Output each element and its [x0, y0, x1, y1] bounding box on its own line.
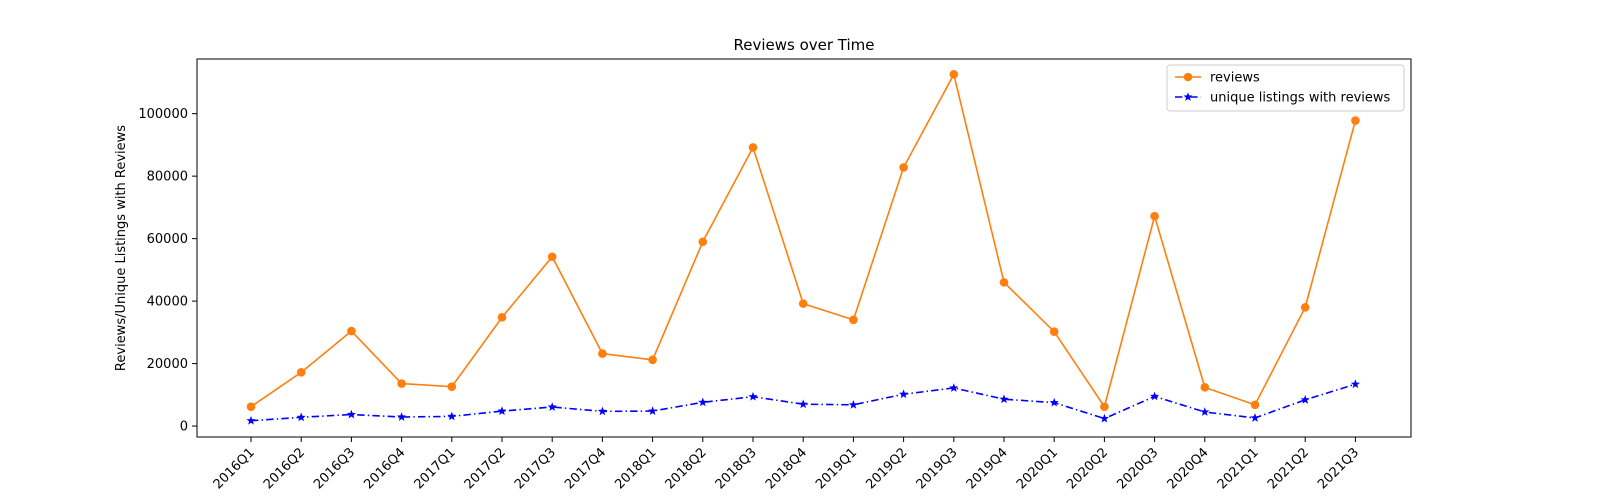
data-point [1250, 413, 1260, 422]
x-tick-label: 2016Q1 [211, 445, 258, 492]
data-point [798, 299, 808, 308]
data-point [1150, 211, 1159, 221]
data-point [848, 400, 858, 409]
x-tick-label: 2016Q3 [311, 445, 358, 492]
data-point [346, 409, 356, 419]
data-point [1100, 402, 1109, 411]
data-point [949, 383, 959, 392]
data-point [698, 237, 708, 247]
data-point [648, 355, 657, 365]
legend-label: reviews [1210, 71, 1260, 86]
data-point [698, 397, 708, 407]
series-line [250, 72, 1357, 409]
legend-marker [1183, 92, 1193, 101]
y-tick-label: 20000 [147, 357, 188, 372]
x-axis: 2016Q1 2016Q2 2016Q3 2016Q4 2017Q1 2017Q2 2017… [211, 437, 1362, 492]
y-tick-label: 60000 [147, 232, 188, 247]
y-tick-label: 80000 [147, 170, 188, 185]
data-point [397, 412, 407, 421]
data-point [1150, 391, 1160, 401]
data-point [999, 394, 1009, 404]
data-point [748, 391, 758, 401]
series-line [250, 383, 1356, 422]
x-tick-label: 2018Q2 [663, 445, 710, 492]
data-point [447, 411, 457, 421]
data-point [949, 70, 959, 79]
data-point [1099, 413, 1109, 423]
series-1 [246, 379, 1360, 425]
legend-box [1166, 64, 1405, 112]
plot-area [246, 70, 1360, 425]
data-point [1300, 303, 1310, 312]
x-tick-label: 2019Q3 [914, 445, 961, 492]
data-point [1350, 379, 1360, 389]
x-tick-label: 2019Q4 [964, 445, 1011, 492]
legend: reviews unique listings with reviews [1166, 64, 1405, 112]
data-point [296, 412, 306, 422]
data-point [246, 415, 256, 425]
data-point [497, 406, 507, 415]
data-point [999, 278, 1009, 287]
y-tick-label: 100000 [138, 107, 188, 122]
y-tick-label: 40000 [147, 295, 188, 310]
x-tick-label: 2018Q1 [612, 445, 659, 492]
legend-marker [1183, 72, 1193, 82]
x-tick-label: 2019Q2 [863, 445, 910, 492]
data-point [748, 143, 758, 152]
x-tick-label: 2017Q3 [512, 445, 559, 492]
data-point [598, 349, 607, 358]
data-point [246, 402, 256, 411]
x-tick-label: 2021Q3 [1315, 445, 1362, 492]
y-tick-label: 0 [180, 420, 188, 435]
data-point [1049, 397, 1059, 407]
data-point [1049, 327, 1059, 337]
legend-label: unique listings with reviews [1210, 91, 1391, 106]
data-point [547, 402, 557, 411]
data-point [1250, 400, 1260, 410]
data-point [547, 252, 557, 262]
data-point [849, 315, 858, 325]
y-axis-label: Reviews/Unique Listings with Reviews [114, 125, 129, 371]
data-point [1200, 383, 1210, 392]
x-tick-label: 2020Q2 [1064, 445, 1111, 492]
data-point [497, 313, 507, 322]
series-0 [246, 70, 1360, 411]
data-point [798, 399, 808, 409]
x-tick-label: 2016Q4 [361, 445, 408, 492]
x-tick-label: 2016Q2 [261, 445, 308, 492]
data-point [899, 389, 909, 399]
data-point [1200, 407, 1210, 416]
data-point [447, 382, 457, 392]
x-tick-label: 2021Q1 [1215, 445, 1262, 492]
x-tick-label: 2020Q1 [1014, 445, 1061, 492]
x-tick-label: 2021Q2 [1265, 445, 1312, 492]
x-tick-label: 2017Q2 [462, 445, 509, 492]
data-point [899, 163, 908, 172]
chart-title: Reviews over Time [733, 36, 874, 54]
x-tick-label: 2018Q3 [713, 445, 760, 492]
x-tick-label: 2017Q1 [412, 445, 459, 492]
data-point [1300, 395, 1310, 404]
data-point [296, 368, 306, 377]
y-axis: 0 20000 40000 60000 80000 100000 [138, 107, 197, 435]
data-point [648, 406, 658, 415]
x-tick-label: 2018Q4 [763, 445, 810, 492]
plot-frame [196, 58, 1412, 438]
data-point [1351, 116, 1360, 125]
x-tick-label: 2017Q4 [562, 445, 609, 492]
x-tick-label: 2020Q3 [1114, 445, 1161, 492]
data-point [397, 379, 406, 388]
x-tick-label: 2020Q4 [1165, 445, 1212, 492]
x-tick-label: 2019Q1 [813, 445, 860, 492]
data-point [347, 326, 356, 336]
data-point [597, 406, 607, 416]
